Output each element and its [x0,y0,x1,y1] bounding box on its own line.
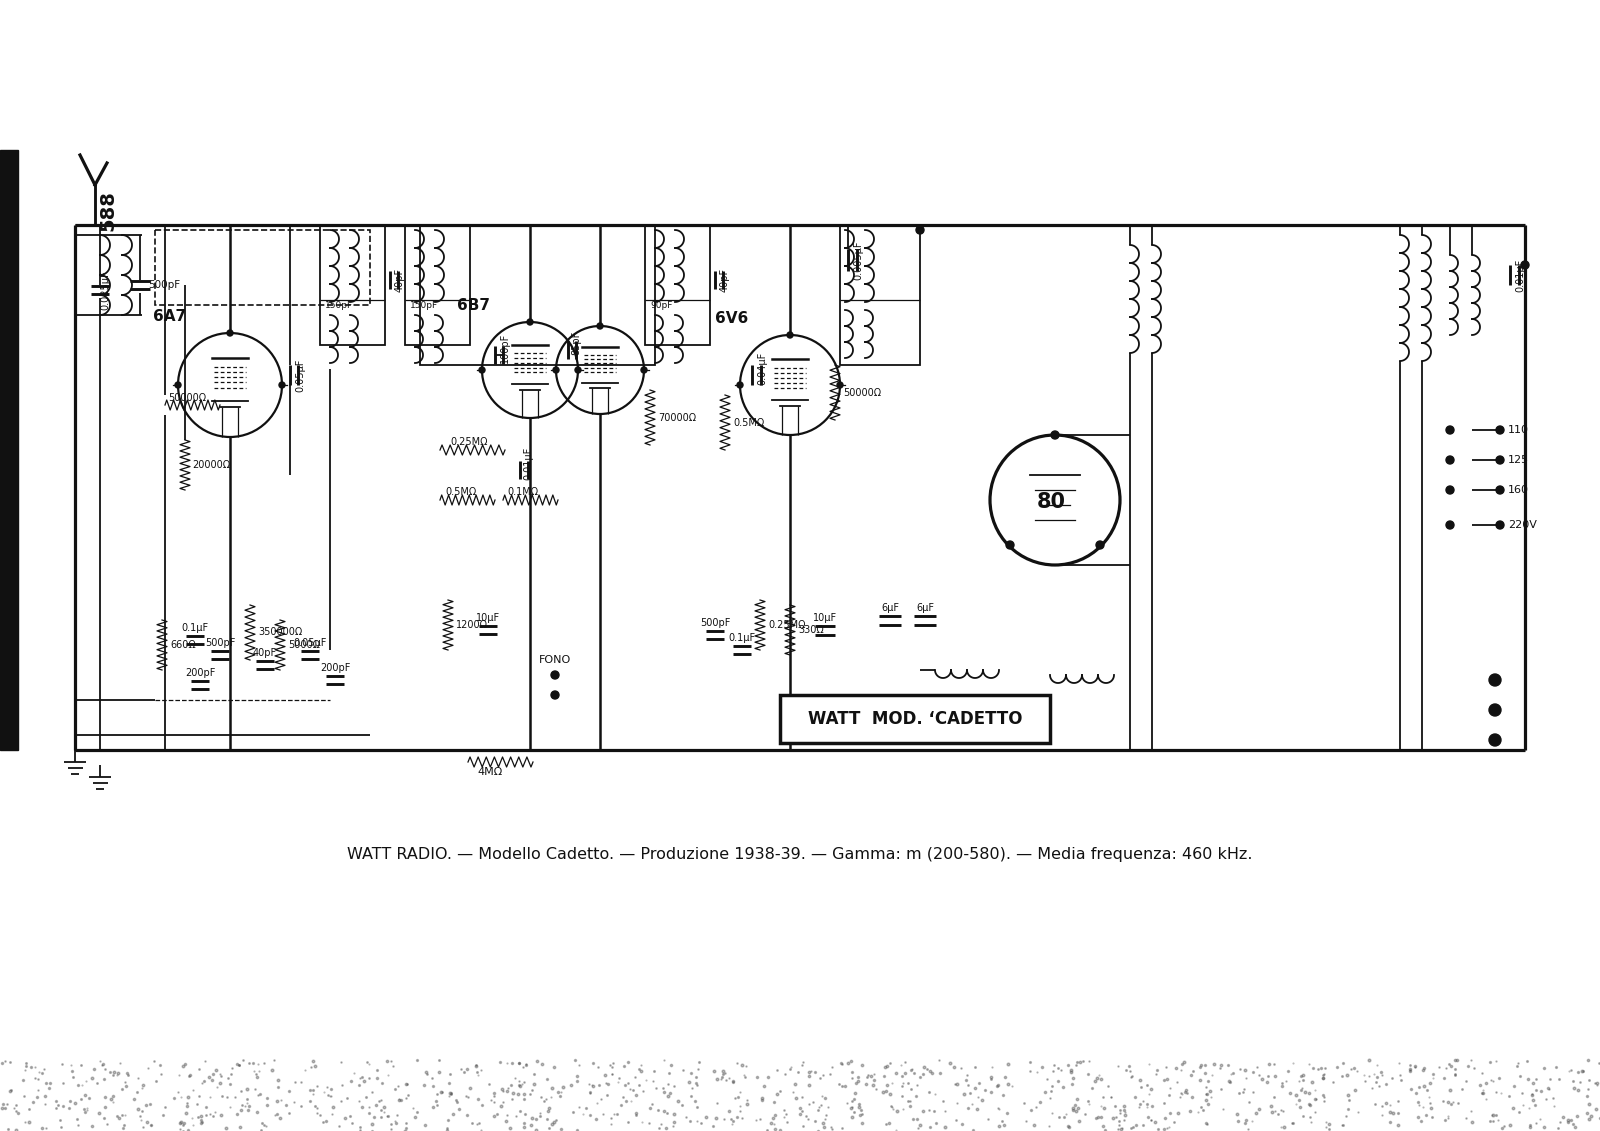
Text: WATT RADIO. — Modello Cadetto. — Produzione 1938-39. — Gamma: m (200-580). — Med: WATT RADIO. — Modello Cadetto. — Produzi… [347,847,1253,863]
Bar [645,225,710,345]
Circle shape [1490,703,1501,716]
Text: 588: 588 [99,190,117,231]
Circle shape [1446,426,1454,434]
Text: 0.04µF: 0.04µF [757,352,766,385]
Text: 200pF: 200pF [186,668,214,677]
Text: 0.05µF: 0.05µF [294,359,306,391]
Bar [405,225,470,345]
Bar [155,230,370,305]
Text: FONO: FONO [539,655,571,665]
Text: 50000Ω: 50000Ω [168,392,206,403]
Circle shape [1051,431,1059,439]
Circle shape [278,382,285,388]
Text: 6B7: 6B7 [458,297,490,313]
Circle shape [1490,674,1501,687]
Circle shape [1490,734,1501,746]
Text: 85pF: 85pF [571,331,581,355]
Text: 220V: 220V [1507,520,1538,530]
Text: 660Ω: 660Ω [170,640,195,650]
Text: 80: 80 [1037,492,1066,512]
Text: 200pF: 200pF [320,663,350,673]
Text: 70000Ω: 70000Ω [658,413,696,423]
Text: 0.1MΩ: 0.1MΩ [507,487,538,497]
Bar [320,225,386,345]
Circle shape [174,382,181,388]
Text: 330Ω: 330Ω [798,625,824,634]
Text: 90pF: 90pF [650,301,672,310]
Circle shape [550,671,558,679]
Text: 50000Ω: 50000Ω [843,388,882,398]
Circle shape [1446,456,1454,464]
Circle shape [526,319,533,325]
Circle shape [478,366,485,373]
Text: 100pF: 100pF [499,333,510,363]
Text: 150pF: 150pF [325,301,354,310]
Text: 6µF: 6µF [915,603,934,613]
Text: 10µF: 10µF [813,613,837,623]
Circle shape [227,330,234,336]
Circle shape [1496,521,1504,529]
Circle shape [1446,486,1454,494]
Circle shape [1496,486,1504,494]
Text: 0.1µF: 0.1µF [728,633,755,644]
Bar [781,696,1050,743]
Text: 0.1µF: 0.1µF [181,623,208,633]
Text: WATT  MOD. ‘CADETTO: WATT MOD. ‘CADETTO [808,710,1022,728]
Circle shape [738,382,742,388]
Text: 6µF: 6µF [882,603,899,613]
Text: 6V6: 6V6 [715,311,749,326]
Bar [0,150,18,750]
Text: 5000Ω: 5000Ω [288,640,320,650]
Text: 110: 110 [1507,425,1530,435]
Text: 40pF: 40pF [720,268,730,292]
Circle shape [1096,541,1104,549]
Text: 1200Ω: 1200Ω [456,620,488,630]
Text: 0.005µF: 0.005µF [853,240,862,279]
Circle shape [550,691,558,699]
Text: 500pF: 500pF [699,618,730,628]
Bar [419,225,654,365]
Circle shape [1006,541,1014,549]
Text: 500pF: 500pF [147,280,181,290]
Circle shape [1522,261,1530,269]
Text: 40pF: 40pF [395,268,405,292]
Text: 350000Ω: 350000Ω [258,627,302,637]
Text: 125: 125 [1507,455,1530,465]
Circle shape [1496,426,1504,434]
Text: 150pF: 150pF [410,301,438,310]
Circle shape [574,366,581,373]
Text: 40pF: 40pF [253,648,277,658]
Text: 0.01µF: 0.01µF [1515,258,1525,292]
Text: 160: 160 [1507,485,1530,495]
Text: 6A7: 6A7 [154,309,186,323]
Text: 10µF: 10µF [475,613,501,623]
Circle shape [642,366,646,373]
Text: 0.25MΩ: 0.25MΩ [768,620,805,630]
Text: 0.01µF: 0.01µF [523,447,533,480]
Text: 4MΩ: 4MΩ [477,767,502,777]
Circle shape [787,333,794,338]
Circle shape [597,323,603,329]
Circle shape [1446,521,1454,529]
Text: 0.5MΩ: 0.5MΩ [733,418,765,428]
Text: 0.25MΩ: 0.25MΩ [450,437,488,447]
Circle shape [837,382,843,388]
Circle shape [915,226,925,234]
Circle shape [554,366,558,373]
Bar [840,225,920,365]
Circle shape [1496,456,1504,464]
Text: 0.5MΩ: 0.5MΩ [445,487,477,497]
Text: 20000Ω: 20000Ω [192,460,230,470]
Text: 0.025µF: 0.025µF [99,270,110,310]
Text: 0.05µF: 0.05µF [293,638,326,648]
Text: 500pF: 500pF [205,638,235,648]
